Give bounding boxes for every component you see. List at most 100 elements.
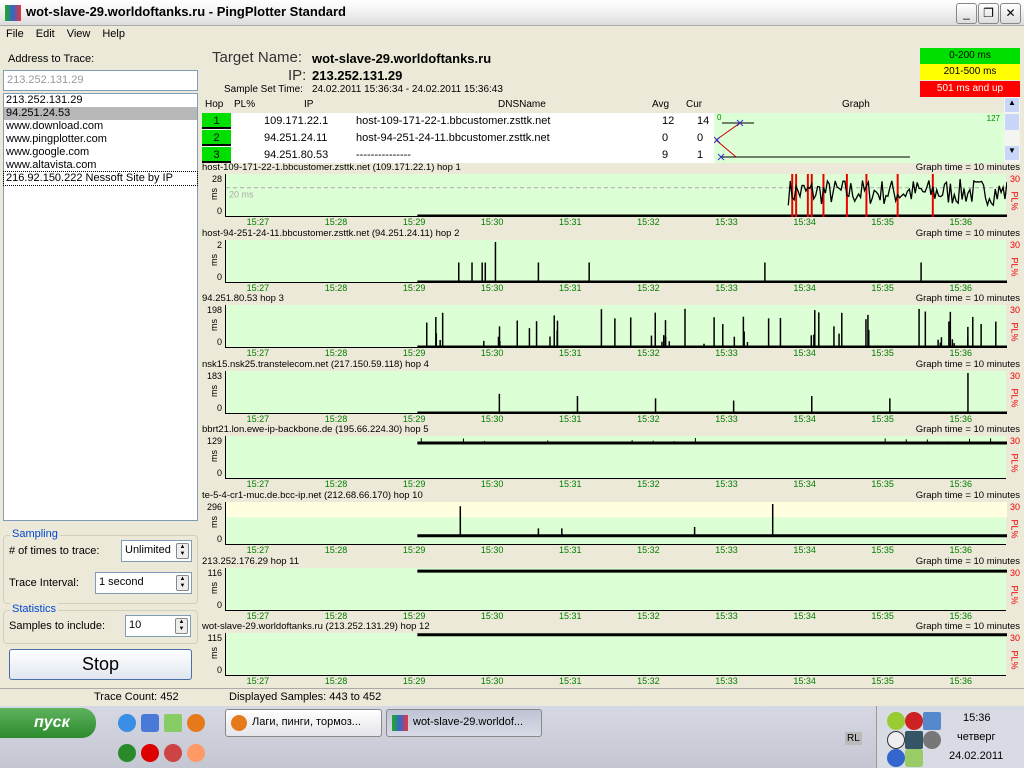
col-avg[interactable]: Avg: [652, 99, 670, 110]
time-tick: 15:35: [871, 545, 894, 555]
hop-table-scrollbar[interactable]: ▲ ▼: [1004, 97, 1020, 163]
hop-graph-panel[interactable]: wot-slave-29.worldoftanks.ru (213.252.13…: [202, 622, 1022, 687]
clock-time[interactable]: 15:36: [963, 712, 991, 724]
address-input[interactable]: 213.252.131.29: [3, 70, 198, 91]
address-list-item[interactable]: www.download.com: [6, 120, 104, 132]
legend-yellow: 201-500 ms: [920, 64, 1020, 80]
hop-graph-panel[interactable]: bbrt21.lon.ewe-ip-backbone.de (195.66.22…: [202, 425, 1022, 490]
menu-bar: File Edit View Help: [0, 26, 1024, 44]
latency-graph: [417, 309, 1007, 349]
address-list-item[interactable]: www.pingplotter.com: [6, 133, 107, 145]
spin-arrows-icon[interactable]: ▲ ▼: [176, 575, 189, 591]
hop-graph-panel[interactable]: 213.252.176.29 hop 11 Graph time = 10 min…: [202, 555, 1022, 622]
address-list-item[interactable]: 216.92.150.222 Nessoft Site by IP: [3, 171, 198, 186]
mail-icon[interactable]: [187, 744, 205, 762]
graph-title: bbrt21.lon.ewe-ip-backbone.de (195.66.22…: [202, 424, 429, 436]
task-pingplotter[interactable]: wot-slave-29.worldof...: [386, 709, 542, 737]
time-tick: 15:28: [324, 282, 348, 293]
hop-row[interactable]: 2 94.251.24.11 host-94-251-24-11.bbcustome…: [202, 130, 1004, 147]
col-graph[interactable]: Graph: [842, 99, 870, 110]
minimize-button[interactable]: _: [956, 3, 977, 24]
col-pl[interactable]: PL%: [234, 99, 256, 110]
time-tick: 15:29: [402, 413, 426, 424]
utorrent-icon[interactable]: [118, 744, 136, 762]
time-tick: 15:30: [480, 282, 504, 293]
close-button[interactable]: ✕: [1000, 3, 1021, 24]
col-ip[interactable]: IP: [304, 99, 314, 110]
col-cur[interactable]: Cur: [686, 99, 703, 110]
browser-icon[interactable]: [164, 744, 182, 762]
time-tick: 15:36: [949, 282, 973, 293]
times-stepper[interactable]: Unlimited ▲ ▼: [121, 540, 192, 562]
time-tick: 15:27: [246, 479, 270, 490]
latency-graph: [417, 633, 1007, 637]
music-icon[interactable]: [905, 731, 923, 749]
speaker-icon[interactable]: [923, 731, 941, 749]
graph-title: 213.252.176.29 hop 11: [202, 555, 300, 567]
language-indicator[interactable]: RL: [845, 732, 862, 745]
menu-edit[interactable]: Edit: [35, 28, 55, 40]
task-firefox[interactable]: Лаги, пинги, тормоз...: [225, 709, 382, 737]
power-icon[interactable]: [887, 749, 905, 767]
y-max: 198: [206, 305, 222, 316]
tool-icon[interactable]: [164, 714, 182, 732]
samples-label: Samples to include:: [9, 620, 105, 632]
samples-stepper[interactable]: 10 ▲ ▼: [125, 615, 191, 637]
time-tick: 15:32: [637, 479, 660, 490]
outlook-icon[interactable]: [141, 714, 159, 732]
time-tick: 15:30: [480, 610, 504, 621]
menu-help[interactable]: Help: [102, 28, 125, 40]
hop-graph-panel[interactable]: 94.251.80.53 hop 3 Graph time = 10 minute…: [202, 294, 1022, 359]
address-list-item[interactable]: 94.251.24.53: [4, 107, 197, 120]
scroll-up-icon[interactable]: ▲: [1005, 98, 1019, 112]
time-tick: 15:30: [480, 217, 504, 227]
spin-arrows-icon[interactable]: ▲ ▼: [175, 618, 188, 634]
graph-time: Graph time = 10 minutes: [915, 424, 1020, 436]
pl-unit: PL%: [1009, 453, 1020, 473]
pl-max: 30: [1009, 436, 1020, 447]
time-tick: 15:33: [715, 479, 738, 490]
pingplotter-icon: [392, 715, 408, 731]
address-list-item[interactable]: www.google.com: [6, 146, 90, 158]
graph-title: host-109-171-22-1.bbcustomer.zsttk.net (…: [202, 162, 461, 173]
col-dnsname[interactable]: DNSName: [498, 99, 546, 110]
graph-time: Graph time = 10 minutes: [915, 358, 1020, 370]
scroll-down-icon[interactable]: ▼: [1005, 146, 1019, 160]
address-list-item[interactable]: 213.252.131.29: [6, 94, 83, 106]
ip-label: IP:: [288, 67, 307, 84]
time-tick: 15:28: [324, 348, 348, 359]
shield-icon[interactable]: [905, 712, 923, 730]
statistics-title: Statistics: [10, 603, 59, 615]
network-icon[interactable]: [923, 712, 941, 730]
hop-row[interactable]: 1 109.171.22.1 host-109-171-22-1.bbcustome…: [202, 113, 1004, 130]
time-tick: 15:34: [793, 610, 816, 621]
hop-row[interactable]: 3 94.251.80.53 --------------- 9 1: [202, 147, 1004, 164]
time-tick: 15:29: [402, 217, 426, 227]
hop-graph-panel[interactable]: host-94-251-24-11.bbcustomer.zsttk.net (…: [202, 228, 1022, 294]
maximize-button[interactable]: ❐: [978, 3, 999, 24]
mouse-icon[interactable]: [887, 731, 905, 749]
menu-view[interactable]: View: [66, 28, 91, 40]
address-list-item[interactable]: www.altavista.com: [6, 159, 97, 171]
address-list[interactable]: 213.252.131.29 94.251.24.53 www.download.c…: [3, 93, 198, 521]
opera-icon[interactable]: [141, 744, 159, 762]
spin-arrows-icon[interactable]: ▲ ▼: [176, 543, 189, 559]
start-button[interactable]: пуск: [0, 708, 96, 738]
interval-stepper[interactable]: 1 second ▲ ▼: [95, 572, 192, 594]
menu-file[interactable]: File: [6, 28, 24, 40]
icq-icon[interactable]: [887, 712, 905, 730]
time-tick: 15:33: [715, 348, 738, 359]
pl-max: 30: [1009, 174, 1020, 184]
hop-graph-panel[interactable]: host-109-171-22-1.bbcustomer.zsttk.net (…: [202, 163, 1022, 228]
firefox-icon[interactable]: [187, 714, 205, 732]
hop-graph-panel[interactable]: te-5-4-cr1-muc.de.bcc-ip.net (212.68.66.…: [202, 491, 1022, 556]
nvidia-icon[interactable]: [905, 749, 923, 767]
hop-ip: 94.251.80.53: [264, 149, 329, 161]
pl-max: 30: [1009, 305, 1020, 316]
hop-graph-panel[interactable]: nsk15.nsk25.transtelecom.net (217.150.59…: [202, 358, 1022, 425]
ie-icon[interactable]: [118, 714, 136, 732]
scroll-thumb[interactable]: [1005, 114, 1019, 130]
col-hop[interactable]: Hop: [205, 99, 224, 110]
time-tick: 15:27: [246, 348, 270, 359]
stop-button[interactable]: Stop: [9, 649, 192, 680]
